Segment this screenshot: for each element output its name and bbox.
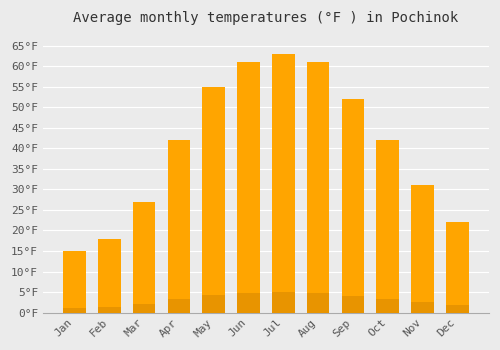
Bar <box>98 307 120 313</box>
Title: Average monthly temperatures (°F ) in Pochinok: Average monthly temperatures (°F ) in Po… <box>74 11 458 25</box>
Bar <box>63 251 86 313</box>
Bar <box>168 140 190 313</box>
Bar <box>342 99 364 313</box>
Bar <box>446 222 468 313</box>
Bar <box>446 306 468 313</box>
Bar <box>272 54 294 313</box>
Bar <box>133 304 156 313</box>
Bar <box>376 140 399 313</box>
Bar <box>376 299 399 313</box>
Bar <box>272 292 294 313</box>
Bar <box>98 239 120 313</box>
Bar <box>237 293 260 313</box>
Bar <box>307 62 330 313</box>
Bar <box>63 308 86 313</box>
Bar <box>202 87 225 313</box>
Bar <box>168 299 190 313</box>
Bar <box>237 62 260 313</box>
Bar <box>342 295 364 313</box>
Bar <box>202 295 225 313</box>
Bar <box>411 185 434 313</box>
Bar <box>411 302 434 313</box>
Bar <box>307 293 330 313</box>
Bar <box>133 202 156 313</box>
